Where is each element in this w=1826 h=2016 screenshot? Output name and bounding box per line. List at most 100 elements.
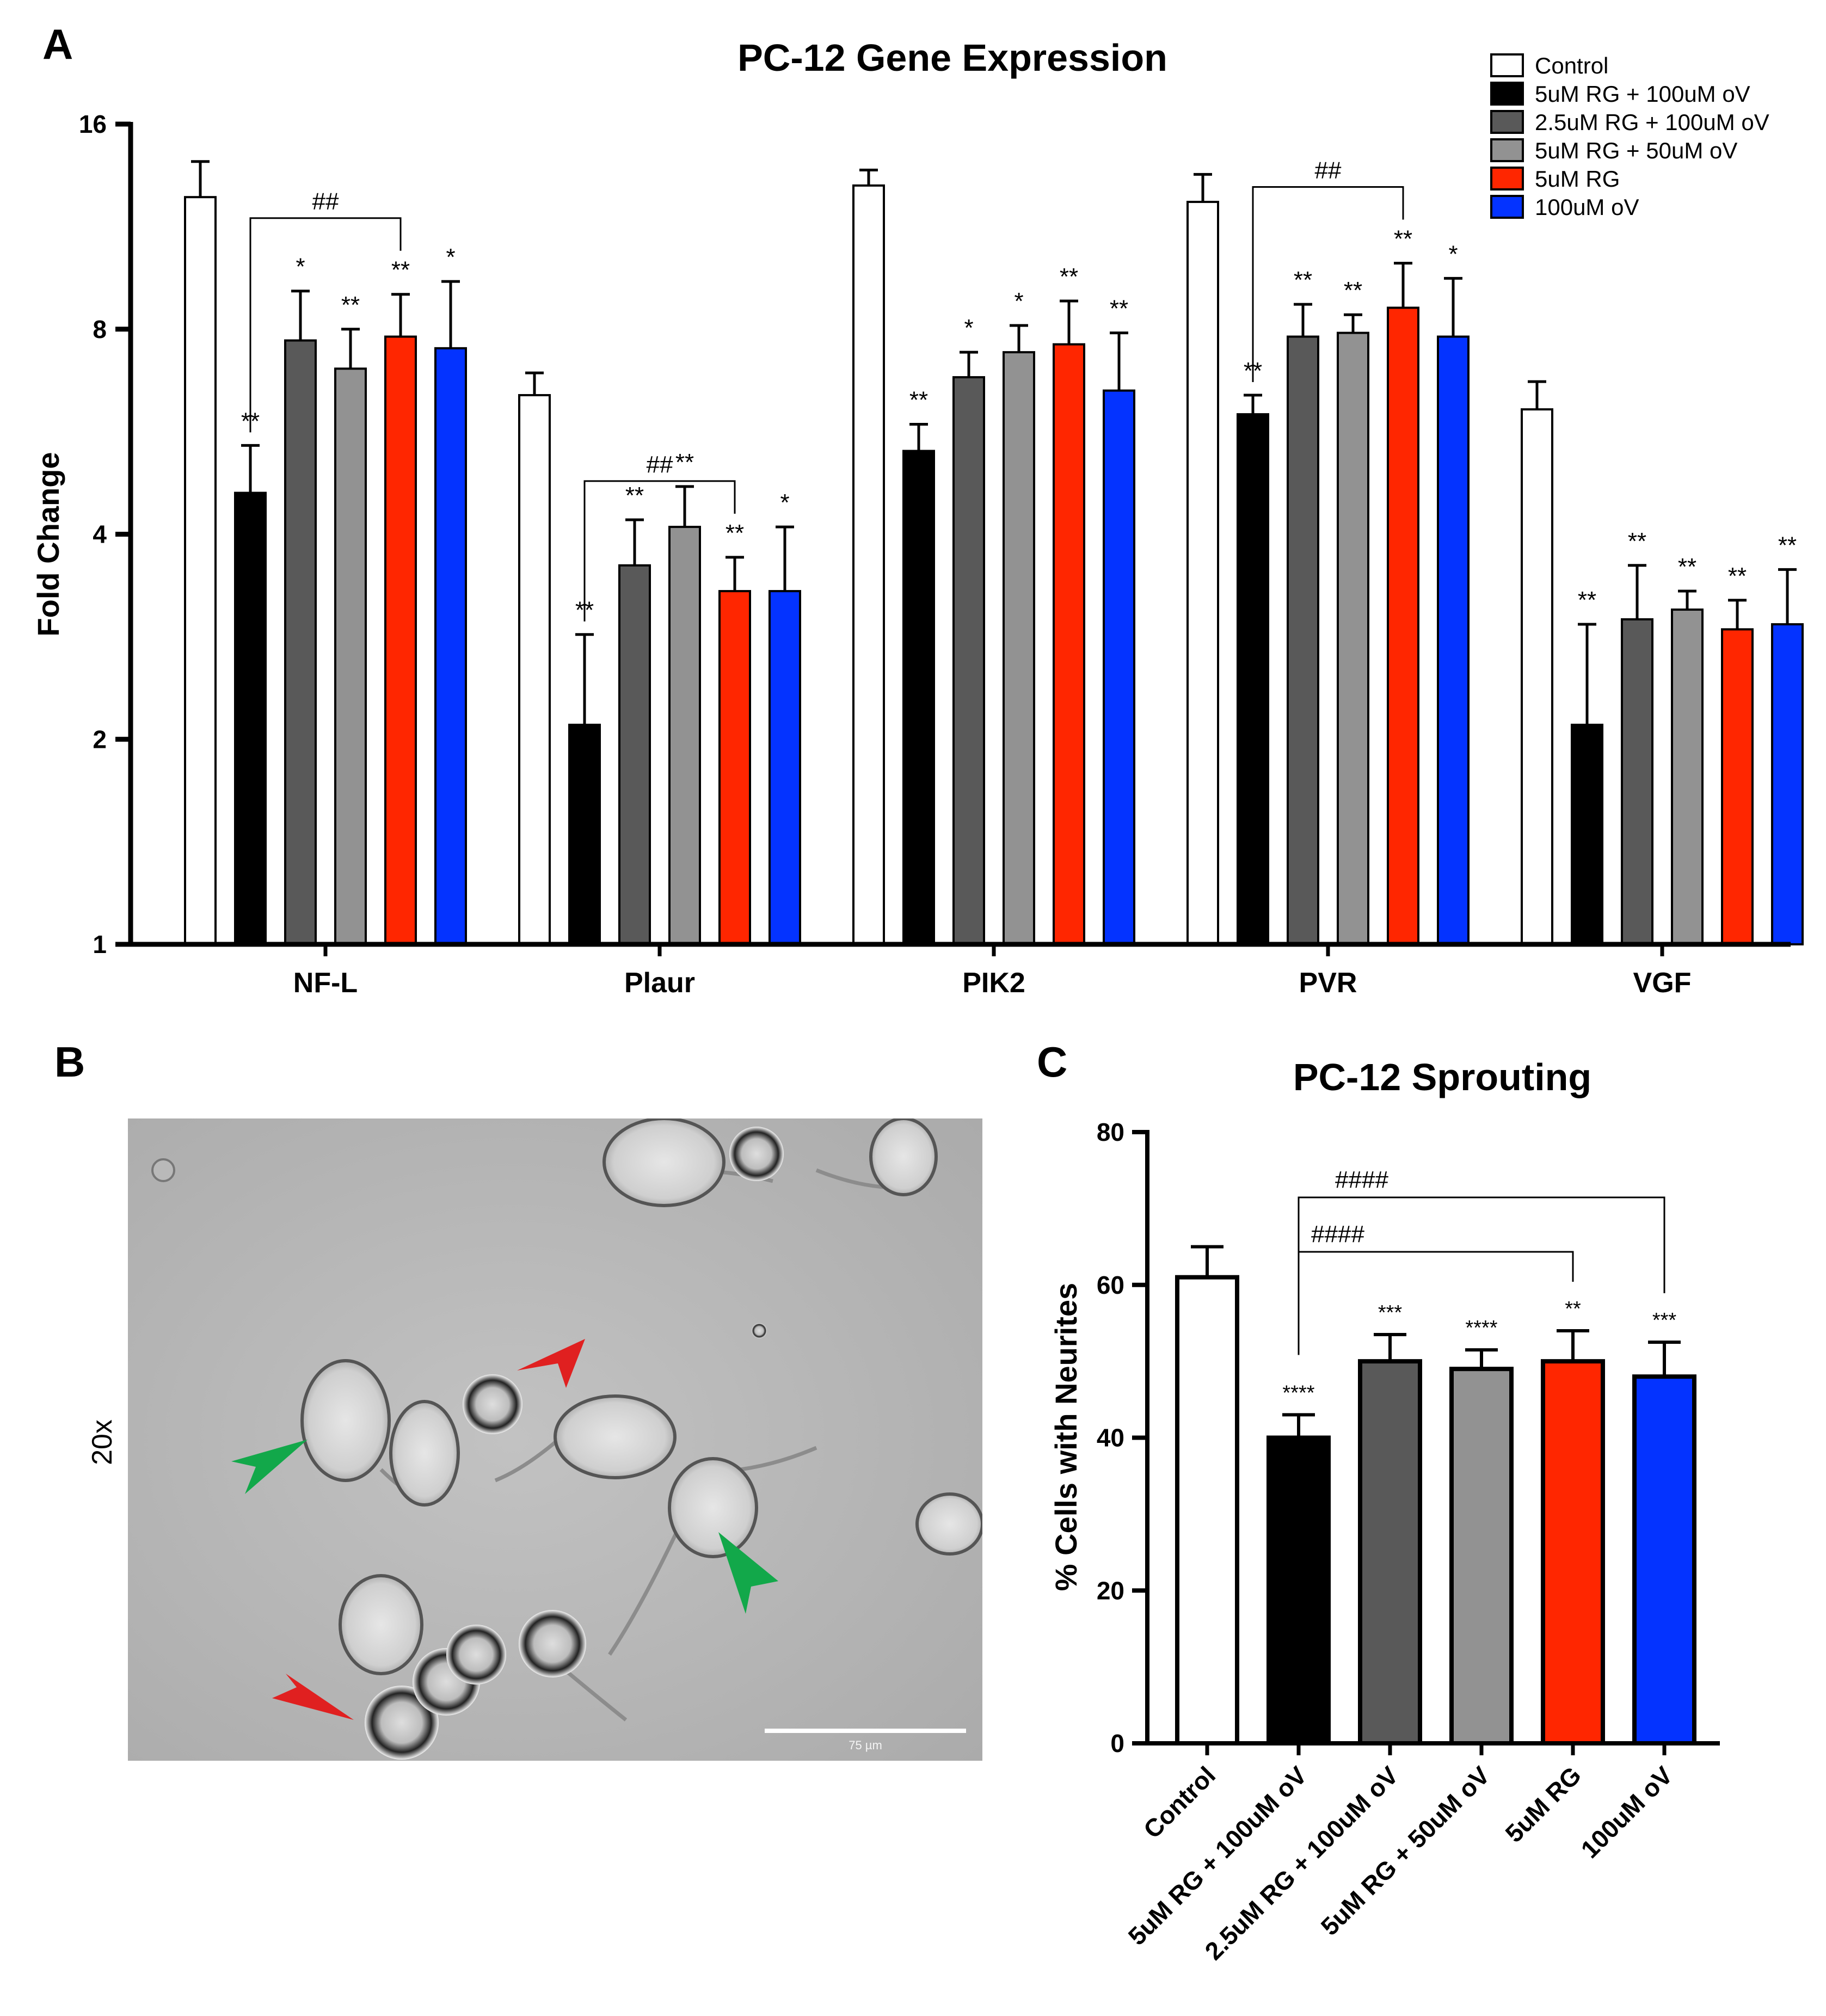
significance-label: ***: [1652, 1309, 1677, 1332]
bar: [1237, 413, 1269, 945]
significance-label: **: [1678, 554, 1696, 580]
y-tick-label: 2: [93, 725, 107, 753]
legend-label: 5uM RG + 50uM oV: [1535, 138, 1737, 163]
significance-label: **: [1110, 296, 1128, 322]
significance-label: *: [1448, 241, 1458, 267]
panel-c-title: PC-12 Sprouting: [1293, 1056, 1591, 1098]
panel-c-error-bars: [1191, 1245, 1681, 1438]
significance-label: **: [391, 257, 410, 284]
green-arrowhead-icon: [231, 1440, 308, 1494]
red-arrowhead-icon: [272, 1674, 354, 1720]
y-tick-label: 20: [1097, 1576, 1124, 1605]
significance-label: **: [1344, 277, 1362, 304]
category-label: PVR: [1299, 967, 1357, 999]
bar: [1053, 343, 1085, 945]
significance-label: **: [1578, 587, 1596, 613]
bar: [1287, 335, 1319, 945]
bar: [284, 339, 317, 946]
bracket-label: ##: [1315, 157, 1342, 183]
panel-c-significance-labels: ****************: [1282, 1298, 1676, 1404]
bar: [518, 394, 551, 945]
legend-swatch: [1490, 138, 1524, 162]
category-label: PIK2: [962, 967, 1025, 999]
significance-label: *: [446, 244, 455, 271]
bar: [1358, 1359, 1422, 1745]
category-label: VGF: [1633, 967, 1692, 999]
panel-a-axes: [128, 122, 1791, 947]
significance-label: **: [726, 520, 744, 546]
bar: [184, 196, 217, 946]
green-arrowhead-icon: [718, 1532, 778, 1614]
panel-c-brackets: #### ####: [1298, 1166, 1665, 1355]
red-arrowhead-icon: [517, 1339, 585, 1388]
panel-b-letter: B: [54, 1038, 85, 1086]
bar: [434, 347, 467, 945]
bar: [1437, 335, 1470, 945]
category-label: 5uM RG + 50uM oV: [1315, 1761, 1496, 1941]
bar: [852, 184, 885, 945]
bar: [1003, 351, 1035, 945]
panel-a-brackets: ## ## ##: [249, 157, 1404, 622]
bar: [768, 590, 801, 945]
significance-label: **: [675, 449, 694, 476]
significance-label: **: [1628, 528, 1646, 555]
bracket-label: ####: [1311, 1221, 1364, 1247]
significance-label: **: [625, 482, 644, 509]
significance-label: **: [1294, 267, 1312, 293]
bar: [668, 526, 701, 945]
bar: [384, 335, 417, 945]
bar: [1571, 723, 1603, 945]
y-tick-label: 16: [79, 110, 107, 138]
panel-a-significance-labels: *********************** *****************…: [241, 225, 1797, 623]
legend-label: 5uM RG: [1535, 166, 1620, 192]
panel-a-bars: [184, 184, 1804, 946]
bar: [1186, 200, 1219, 945]
y-tick-label: 0: [1110, 1729, 1124, 1757]
bar: [334, 367, 367, 946]
y-tick-label: 4: [93, 520, 107, 549]
rounded-cells: [365, 1127, 784, 1760]
bar: [718, 590, 751, 945]
legend-label: Control: [1535, 53, 1608, 78]
bar: [1721, 628, 1754, 946]
bracket-label: ##: [647, 451, 673, 478]
y-tick-label: 1: [93, 930, 107, 958]
comparison-bracket: [249, 217, 402, 433]
legend-swatch: [1490, 195, 1524, 219]
bar: [1337, 331, 1369, 945]
y-tick-label: 8: [93, 315, 107, 343]
legend-swatch: [1490, 82, 1524, 106]
significance-label: **: [1728, 563, 1747, 589]
bar: [1541, 1359, 1605, 1745]
y-tick-label: 80: [1097, 1118, 1124, 1146]
significance-label: *: [964, 315, 973, 341]
panel-a-title: PC-12 Gene Expression: [737, 36, 1167, 79]
bar: [618, 564, 651, 946]
significance-label: **: [909, 387, 928, 414]
panel-b: B 20x: [54, 1038, 982, 1761]
bar: [1266, 1435, 1331, 1745]
category-label: NF-L: [293, 967, 358, 999]
bar: [1621, 618, 1653, 945]
bar: [1771, 623, 1804, 945]
bar: [234, 491, 267, 945]
panel-c-bars: [1175, 1275, 1696, 1746]
significance-label: ****: [1282, 1381, 1314, 1404]
legend-swatch: [1490, 53, 1524, 77]
category-label: 100uM oV: [1575, 1761, 1678, 1864]
bar: [1103, 389, 1135, 945]
panel-a-y-ticks: 1 2 4 8 16: [79, 110, 131, 958]
panel-a: A PC-12 Gene Expression Fold Change 1 2 4 8…: [31, 20, 1804, 999]
panel-a-letter: A: [42, 20, 73, 68]
magnification-label: 20x: [87, 1419, 118, 1465]
micrograph: 75 µm: [128, 1118, 982, 1761]
bar: [1449, 1367, 1514, 1746]
comparison-bracket: [1252, 186, 1404, 383]
panel-a-category-labels: NF-L Plaur PIK2 PVR VGF: [293, 944, 1692, 999]
panel-a-legend: Control 5uM RG + 100uM oV2.5uM RG + 100uM…: [1490, 53, 1769, 220]
panel-a-y-axis-title: Fold Change: [31, 452, 65, 636]
bar: [1521, 408, 1553, 945]
comparison-bracket: [1298, 1251, 1574, 1355]
comparison-bracket: [583, 480, 736, 622]
